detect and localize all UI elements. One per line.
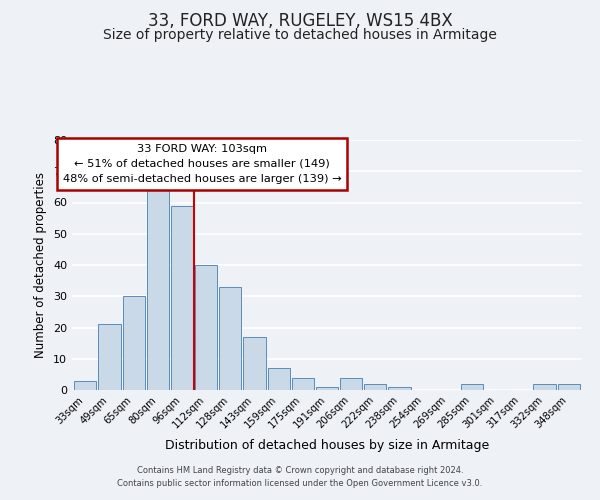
Bar <box>171 206 193 390</box>
Y-axis label: Number of detached properties: Number of detached properties <box>34 172 47 358</box>
Text: Size of property relative to detached houses in Armitage: Size of property relative to detached ho… <box>103 28 497 42</box>
Bar <box>533 384 556 390</box>
X-axis label: Distribution of detached houses by size in Armitage: Distribution of detached houses by size … <box>165 439 489 452</box>
Bar <box>98 324 121 390</box>
Bar <box>316 387 338 390</box>
Bar <box>195 265 217 390</box>
Bar <box>74 380 97 390</box>
Bar <box>219 287 241 390</box>
Text: Contains HM Land Registry data © Crown copyright and database right 2024.
Contai: Contains HM Land Registry data © Crown c… <box>118 466 482 487</box>
Text: 33 FORD WAY: 103sqm
← 51% of detached houses are smaller (149)
48% of semi-detac: 33 FORD WAY: 103sqm ← 51% of detached ho… <box>63 144 341 184</box>
Bar <box>268 368 290 390</box>
Bar <box>557 384 580 390</box>
Bar <box>388 387 410 390</box>
Bar <box>364 384 386 390</box>
Bar <box>146 184 169 390</box>
Bar <box>292 378 314 390</box>
Bar <box>244 337 266 390</box>
Bar <box>340 378 362 390</box>
Text: 33, FORD WAY, RUGELEY, WS15 4BX: 33, FORD WAY, RUGELEY, WS15 4BX <box>148 12 452 30</box>
Bar <box>461 384 483 390</box>
Bar <box>122 296 145 390</box>
